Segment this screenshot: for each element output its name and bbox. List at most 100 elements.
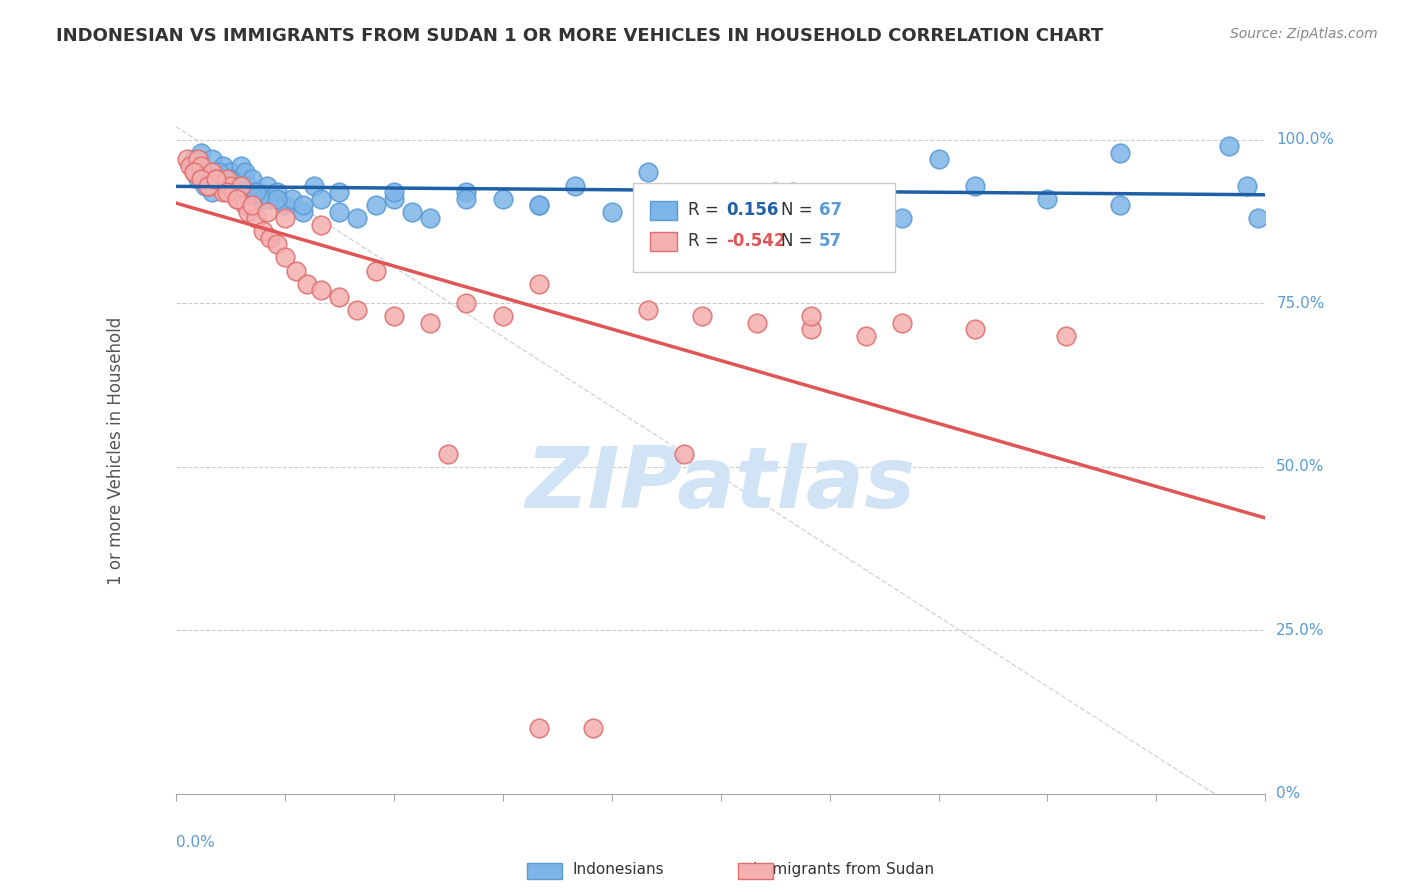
Point xyxy=(204,165,226,179)
Point xyxy=(245,185,267,199)
Point xyxy=(346,302,368,317)
Point xyxy=(600,204,623,219)
Point xyxy=(437,447,460,461)
Point xyxy=(328,185,350,199)
Point xyxy=(233,198,256,212)
Text: Indonesians: Indonesians xyxy=(572,863,665,877)
Point xyxy=(291,204,314,219)
Point xyxy=(281,192,304,206)
Point xyxy=(527,198,550,212)
Point xyxy=(419,211,441,226)
Point xyxy=(266,237,288,252)
Point xyxy=(274,198,297,212)
Point xyxy=(1109,145,1132,160)
Point xyxy=(231,178,253,193)
Point xyxy=(456,296,478,310)
Point xyxy=(190,172,212,186)
Text: 1 or more Vehicles in Household: 1 or more Vehicles in Household xyxy=(107,317,125,584)
Point xyxy=(456,185,478,199)
Point xyxy=(800,310,823,324)
Point xyxy=(891,211,914,226)
Point xyxy=(226,192,249,206)
Point xyxy=(256,204,278,219)
Point xyxy=(284,263,307,277)
Point xyxy=(259,231,281,245)
Point xyxy=(194,165,217,179)
Point xyxy=(204,172,226,186)
Point xyxy=(219,165,242,179)
Point xyxy=(364,198,387,212)
Point xyxy=(194,172,217,186)
Point xyxy=(382,310,405,324)
Point xyxy=(252,224,274,238)
Point xyxy=(222,172,245,186)
Text: N =: N = xyxy=(780,232,817,250)
Point xyxy=(186,159,209,173)
Point xyxy=(226,192,249,206)
Point xyxy=(190,159,212,173)
Text: 50.0%: 50.0% xyxy=(1277,459,1324,475)
Point xyxy=(194,178,217,193)
Text: -0.542: -0.542 xyxy=(725,232,786,250)
Point xyxy=(197,178,219,193)
Point xyxy=(692,310,714,324)
Text: R =: R = xyxy=(688,201,724,219)
Point xyxy=(419,316,441,330)
Point xyxy=(238,178,260,193)
Point xyxy=(302,178,325,193)
Point xyxy=(259,192,281,206)
Point xyxy=(183,153,205,167)
Text: 0%: 0% xyxy=(1277,787,1301,801)
Point xyxy=(745,316,768,330)
Point xyxy=(266,192,288,206)
Point xyxy=(295,277,318,291)
Text: 0.156: 0.156 xyxy=(725,201,779,219)
Point xyxy=(186,153,209,167)
Point xyxy=(710,198,733,212)
Point xyxy=(582,722,605,736)
Point xyxy=(1218,139,1240,153)
Point xyxy=(382,192,405,206)
Point xyxy=(855,329,877,343)
Text: 25.0%: 25.0% xyxy=(1277,623,1324,638)
Point xyxy=(963,178,986,193)
Text: Source: ZipAtlas.com: Source: ZipAtlas.com xyxy=(1230,27,1378,41)
Point xyxy=(401,204,423,219)
Point xyxy=(245,185,267,199)
Point xyxy=(818,192,841,206)
Point xyxy=(212,185,235,199)
Point xyxy=(1054,329,1077,343)
Point xyxy=(238,204,260,219)
Point xyxy=(527,198,550,212)
Text: N =: N = xyxy=(780,201,817,219)
Point xyxy=(215,185,238,199)
Point xyxy=(183,165,205,179)
Text: R =: R = xyxy=(688,232,724,250)
Bar xyxy=(650,201,678,220)
Point xyxy=(928,153,950,167)
Text: INDONESIAN VS IMMIGRANTS FROM SUDAN 1 OR MORE VEHICLES IN HOUSEHOLD CORRELATION : INDONESIAN VS IMMIGRANTS FROM SUDAN 1 OR… xyxy=(56,27,1104,45)
Bar xyxy=(650,232,678,252)
Point xyxy=(190,145,212,160)
Point xyxy=(564,178,586,193)
Point xyxy=(655,192,678,206)
Point xyxy=(527,277,550,291)
Text: Immigrants from Sudan: Immigrants from Sudan xyxy=(754,863,934,877)
Point xyxy=(215,178,238,193)
Point xyxy=(382,185,405,199)
Point xyxy=(176,153,198,167)
Point xyxy=(233,165,256,179)
Point xyxy=(1109,198,1132,212)
Point xyxy=(183,159,205,173)
Point xyxy=(492,192,515,206)
Point xyxy=(231,159,253,173)
Text: ZIPatlas: ZIPatlas xyxy=(526,443,915,526)
Point xyxy=(201,165,224,179)
Point xyxy=(219,172,242,186)
Point xyxy=(364,263,387,277)
Point xyxy=(274,251,297,265)
Point xyxy=(179,159,201,173)
Point xyxy=(231,178,253,193)
Point xyxy=(208,165,231,179)
Point xyxy=(963,322,986,336)
